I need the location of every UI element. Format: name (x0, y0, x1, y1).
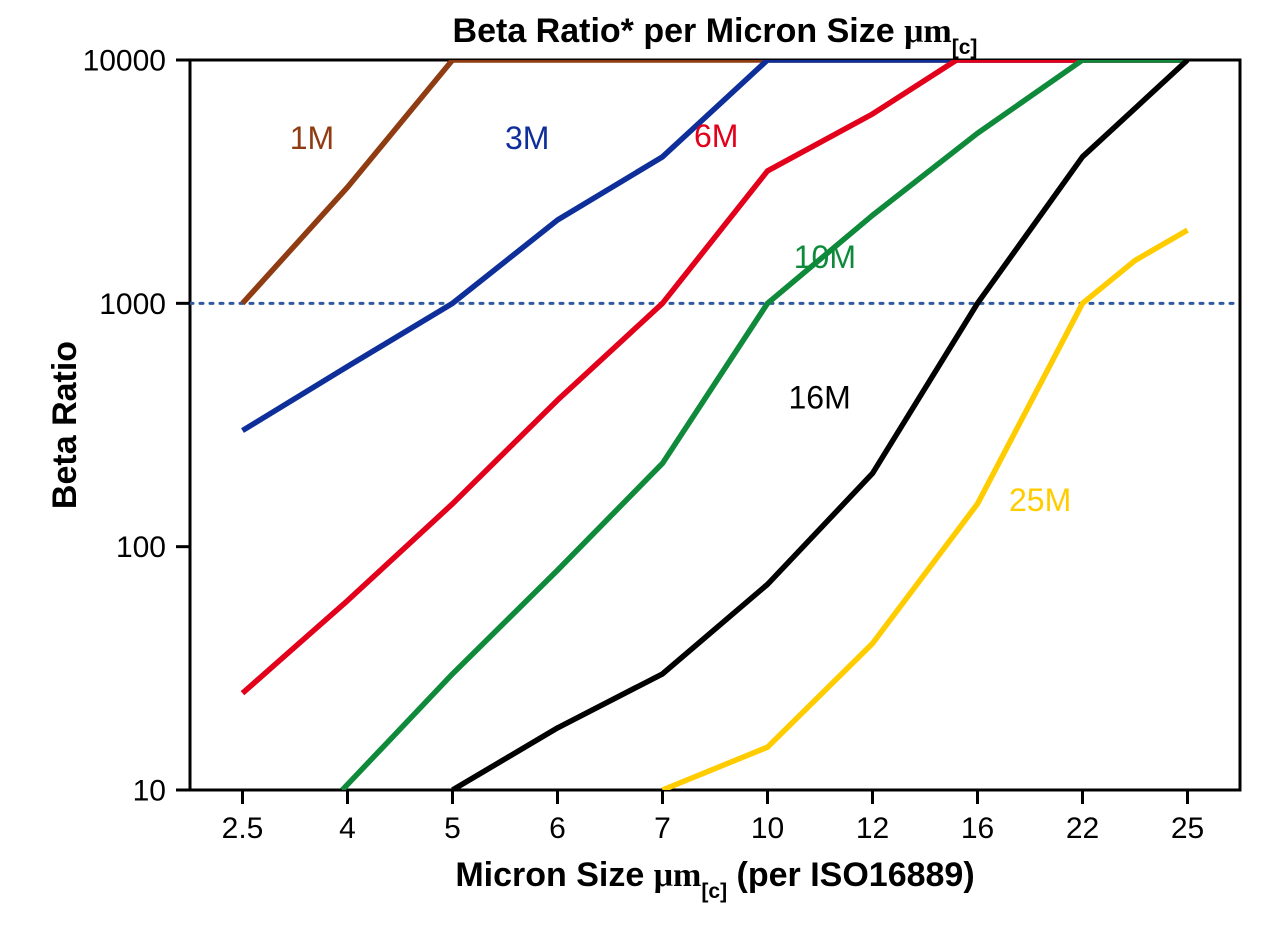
series-label-1m: 1M (290, 120, 334, 156)
series-label-16m: 16M (789, 379, 851, 415)
series-label-10m: 10M (794, 239, 856, 275)
beta-ratio-chart: 2.5 4 5 6 7 10 12 16 22 25 10 100 1000 10000 1M 3M 6M 10M… (0, 0, 1271, 930)
chart-svg: 2.5 4 5 6 7 10 12 16 22 25 10 100 1000 10000 1M 3M 6M 10M… (0, 0, 1271, 930)
y-tick-label: 100 (116, 531, 166, 564)
series-label-6m: 6M (694, 118, 738, 154)
x-tick-label: 22 (1066, 812, 1099, 845)
x-tick-label: 16 (961, 812, 994, 845)
x-tick-label: 7 (654, 812, 671, 845)
series-label-25m: 25M (1009, 482, 1071, 518)
x-tick-label: 6 (549, 812, 566, 845)
y-axis-label: Beta Ratio (46, 341, 84, 509)
x-tick-label: 10 (751, 812, 784, 845)
x-tick-label: 5 (444, 812, 461, 845)
series-label-3m: 3M (505, 120, 549, 156)
x-tick-label: 12 (856, 812, 889, 845)
x-tick-label: 25 (1171, 812, 1204, 845)
y-tick-label: 1000 (99, 288, 166, 321)
y-tick-label: 10000 (83, 45, 166, 78)
x-tick-label: 2.5 (222, 812, 264, 845)
x-tick-label: 4 (339, 812, 356, 845)
y-tick-label: 10 (133, 775, 166, 808)
